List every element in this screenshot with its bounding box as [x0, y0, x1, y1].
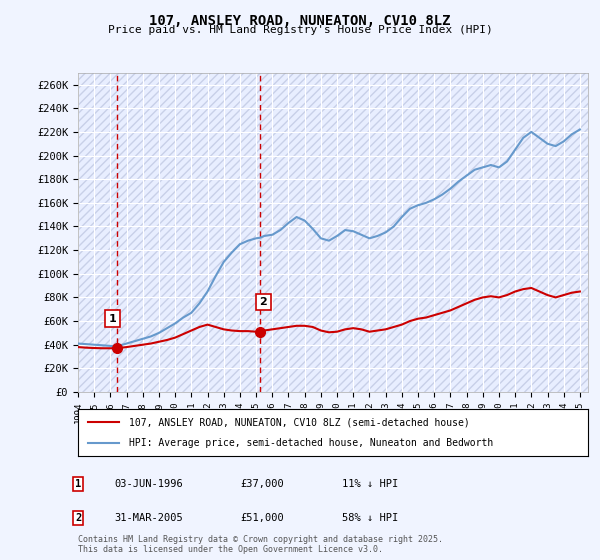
Text: 11% ↓ HPI: 11% ↓ HPI [342, 479, 398, 489]
Text: 1: 1 [109, 314, 116, 324]
Text: 31-MAR-2005: 31-MAR-2005 [114, 513, 183, 523]
Text: 2: 2 [75, 513, 81, 523]
Text: 58% ↓ HPI: 58% ↓ HPI [342, 513, 398, 523]
Text: £51,000: £51,000 [240, 513, 284, 523]
Text: Contains HM Land Registry data © Crown copyright and database right 2025.
This d: Contains HM Land Registry data © Crown c… [78, 535, 443, 554]
Text: 107, ANSLEY ROAD, NUNEATON, CV10 8LZ: 107, ANSLEY ROAD, NUNEATON, CV10 8LZ [149, 14, 451, 28]
Text: 1: 1 [75, 479, 81, 489]
Text: 2: 2 [260, 297, 267, 307]
Text: £37,000: £37,000 [240, 479, 284, 489]
Text: Price paid vs. HM Land Registry's House Price Index (HPI): Price paid vs. HM Land Registry's House … [107, 25, 493, 35]
Text: 107, ANSLEY ROAD, NUNEATON, CV10 8LZ (semi-detached house): 107, ANSLEY ROAD, NUNEATON, CV10 8LZ (se… [129, 417, 470, 427]
Text: HPI: Average price, semi-detached house, Nuneaton and Bedworth: HPI: Average price, semi-detached house,… [129, 438, 493, 448]
Text: 03-JUN-1996: 03-JUN-1996 [114, 479, 183, 489]
